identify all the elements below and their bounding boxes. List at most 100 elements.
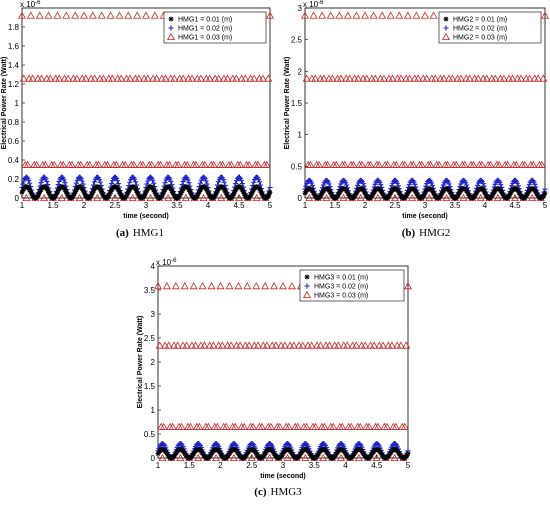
data-point <box>397 74 405 82</box>
data-point <box>188 74 197 82</box>
y-axis-label: Electrical Power Rate (Watt) <box>284 57 291 150</box>
data-point <box>239 187 245 193</box>
data-point <box>362 74 371 82</box>
data-point <box>155 341 164 349</box>
data-point <box>75 193 84 202</box>
data-point <box>347 422 356 430</box>
data-point <box>138 160 147 168</box>
data-point <box>209 341 218 349</box>
data-point <box>44 11 53 19</box>
data-point <box>303 441 309 447</box>
x-tick-label: 2 <box>363 201 368 210</box>
y-tick-label: 0 <box>15 194 20 203</box>
data-point <box>241 191 247 197</box>
data-point <box>188 190 194 196</box>
y-tick-label: 3 <box>151 310 156 319</box>
x-tick-label: 3.5 <box>309 461 321 470</box>
data-point <box>134 74 143 82</box>
data-point <box>194 453 203 462</box>
data-point <box>204 422 213 430</box>
data-point <box>480 180 486 187</box>
data-point <box>404 282 412 290</box>
data-point <box>89 192 95 198</box>
data-point <box>337 74 345 82</box>
data-point <box>91 188 96 194</box>
data-point <box>408 193 417 202</box>
x-tick-label: 5 <box>406 461 411 470</box>
data-point <box>318 11 327 19</box>
data-point <box>174 160 183 168</box>
data-point <box>283 453 292 462</box>
data-point <box>383 160 392 168</box>
data-point <box>164 193 173 202</box>
data-point <box>199 193 208 202</box>
data-point <box>267 441 274 447</box>
data-point <box>216 282 225 290</box>
data-point <box>514 180 520 186</box>
data-point <box>90 190 95 196</box>
data-point <box>62 187 68 193</box>
x-tick-label: 1.5 <box>329 201 341 210</box>
data-point <box>76 160 85 168</box>
data-point <box>59 174 65 180</box>
data-point <box>205 189 211 195</box>
data-point <box>447 183 453 190</box>
caption-name: HMG2 <box>419 227 450 239</box>
x-tick-label: 3 <box>423 201 428 210</box>
x-tick-label: 5 <box>268 201 273 210</box>
data-point <box>238 178 244 184</box>
data-point <box>475 182 481 188</box>
data-point <box>245 341 254 349</box>
data-point <box>409 160 418 168</box>
data-point <box>338 422 347 430</box>
data-point <box>463 182 470 188</box>
data-point <box>428 180 435 186</box>
data-point <box>391 422 400 430</box>
data-point <box>477 160 486 168</box>
legend: HMG3 = 0.01 (m) HMG3 = 0.02 (m) HMG3 = 0.0… <box>299 269 405 302</box>
data-point <box>197 180 203 186</box>
data-point <box>114 178 120 184</box>
data-point <box>117 74 126 82</box>
data-point <box>170 74 179 82</box>
data-point <box>71 193 76 198</box>
data-point <box>305 193 314 202</box>
data-point <box>62 11 71 19</box>
data-point <box>200 160 209 168</box>
data-point <box>78 176 84 182</box>
data-point <box>106 193 112 199</box>
data-point <box>26 177 32 183</box>
y-tick-label: 0 <box>298 194 303 203</box>
data-point <box>116 189 122 195</box>
data-point <box>18 11 26 19</box>
data-point <box>81 74 90 82</box>
data-point <box>79 186 85 192</box>
legend-marker <box>168 16 174 22</box>
data-point <box>457 183 463 190</box>
y-tick-label: 0.5 <box>144 430 156 439</box>
data-point <box>542 190 548 196</box>
data-point <box>298 341 307 349</box>
data-point <box>356 422 365 430</box>
data-point <box>24 174 30 180</box>
data-markers <box>154 282 412 462</box>
data-point <box>309 182 315 188</box>
data-point <box>64 74 73 82</box>
data-point <box>129 160 138 168</box>
data-point <box>99 74 108 82</box>
chart-3: 1 1.5 2 2.5 3 3.5 4 4.5 500.511.522.533.54 x 10-6… <box>137 258 412 498</box>
data-point <box>417 160 426 168</box>
data-point <box>529 160 538 168</box>
data-point <box>46 74 55 82</box>
data-point <box>343 341 352 349</box>
data-point <box>520 160 529 168</box>
data-point <box>361 341 370 349</box>
data-point <box>234 282 243 290</box>
data-point <box>126 74 135 82</box>
data-point <box>316 341 325 349</box>
data-point <box>164 341 173 349</box>
data-point <box>352 11 361 19</box>
data-markers <box>301 11 549 202</box>
data-point <box>302 74 311 82</box>
